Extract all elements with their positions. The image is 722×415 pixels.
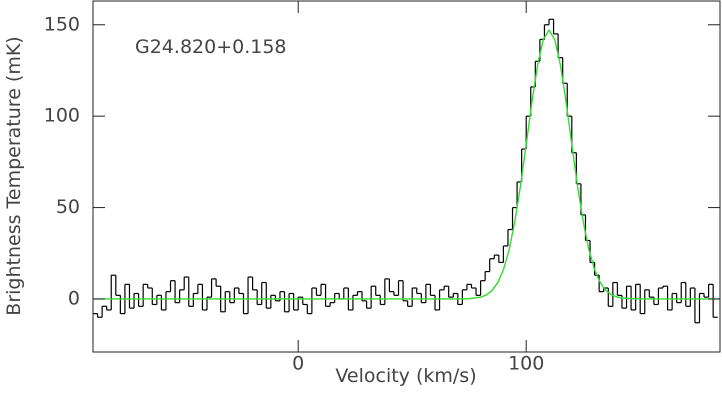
y-tick-label: 100	[44, 105, 80, 127]
y-tick-label: 0	[68, 287, 80, 309]
fit-line	[93, 28, 720, 300]
x-tick-label: 100	[508, 353, 544, 375]
x-axis-label: Velocity (km/s)	[335, 365, 476, 387]
plot-frame	[92, 0, 721, 353]
y-axis-label: Brightness Temperature (mK)	[3, 36, 25, 315]
plot-area	[93, 18, 720, 324]
y-tick-label: 150	[44, 13, 80, 35]
x-tick-label: 0	[292, 353, 304, 375]
y-tick-label: 50	[56, 196, 80, 218]
annotation: G24.820+0.158	[135, 36, 287, 58]
